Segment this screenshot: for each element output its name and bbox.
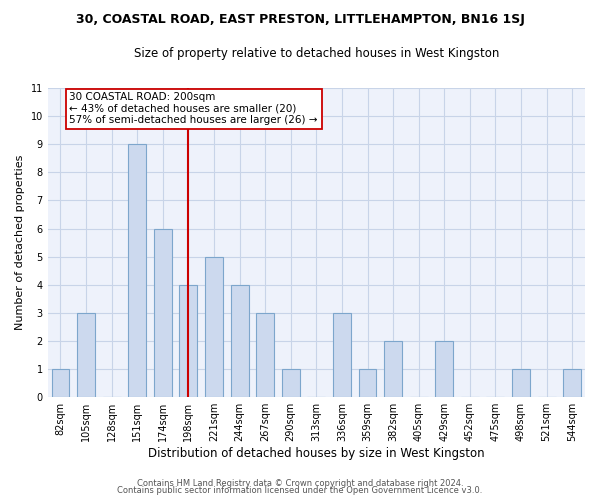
Bar [256,313,274,397]
X-axis label: Distribution of detached houses by size in West Kingston: Distribution of detached houses by size … [148,447,485,460]
Bar [128,144,146,397]
Bar [205,256,223,397]
Bar [154,228,172,397]
Bar [333,313,351,397]
Bar [77,313,95,397]
Bar [563,369,581,397]
Bar [512,369,530,397]
Y-axis label: Number of detached properties: Number of detached properties [15,155,25,330]
Bar [52,369,70,397]
Bar [384,341,402,397]
Text: 30 COASTAL ROAD: 200sqm
← 43% of detached houses are smaller (20)
57% of semi-de: 30 COASTAL ROAD: 200sqm ← 43% of detache… [70,92,318,126]
Text: Contains public sector information licensed under the Open Government Licence v3: Contains public sector information licen… [118,486,482,495]
Title: Size of property relative to detached houses in West Kingston: Size of property relative to detached ho… [134,48,499,60]
Bar [230,285,248,397]
Text: 30, COASTAL ROAD, EAST PRESTON, LITTLEHAMPTON, BN16 1SJ: 30, COASTAL ROAD, EAST PRESTON, LITTLEHA… [76,12,524,26]
Text: Contains HM Land Registry data © Crown copyright and database right 2024.: Contains HM Land Registry data © Crown c… [137,478,463,488]
Bar [436,341,453,397]
Bar [179,285,197,397]
Bar [282,369,300,397]
Bar [359,369,376,397]
